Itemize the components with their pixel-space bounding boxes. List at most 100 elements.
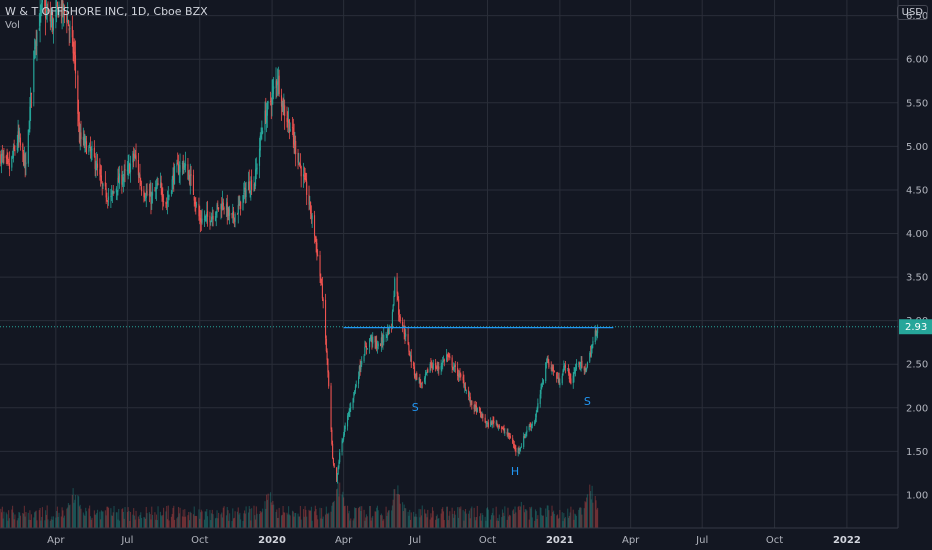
candle-body — [352, 398, 354, 408]
volume-bar — [177, 506, 180, 528]
volume-bar — [331, 505, 333, 528]
candle-body — [102, 183, 104, 186]
candle-body — [47, 9, 49, 11]
candle-body — [28, 129, 30, 132]
volume-bar — [517, 506, 519, 528]
candle-body — [509, 436, 511, 439]
volume-bar — [265, 508, 267, 528]
volume-bar — [578, 507, 581, 528]
volume-bar — [198, 509, 200, 528]
candle-body — [262, 130, 264, 134]
volume-bar — [580, 507, 582, 528]
volume-bar — [30, 514, 33, 528]
volume-bar — [451, 507, 453, 528]
candle-body — [337, 467, 339, 475]
pattern-annotation[interactable]: S — [584, 395, 591, 408]
candle-body — [57, 9, 59, 18]
candle-body — [188, 174, 191, 184]
candle-body — [148, 193, 150, 196]
volume-bar — [314, 505, 316, 528]
volume-bar — [47, 519, 49, 528]
volume-bar — [413, 511, 415, 528]
candle-body — [284, 105, 286, 116]
candle-body — [347, 413, 349, 416]
volume-bar — [413, 516, 415, 528]
candle-body — [531, 424, 533, 426]
volume-bar — [88, 508, 90, 528]
volume-bar — [73, 502, 75, 528]
volume-bar — [556, 514, 559, 528]
volume-bar — [134, 519, 136, 528]
candle-body — [245, 189, 247, 198]
pattern-annotation[interactable]: H — [511, 465, 519, 478]
volume-bar — [358, 506, 360, 528]
volume-bar — [553, 513, 555, 528]
volume-bar — [34, 512, 36, 528]
pattern-annotation[interactable]: S — [412, 401, 419, 414]
volume-bar — [421, 505, 423, 528]
currency-button[interactable]: USD — [896, 5, 928, 20]
volume-bar — [481, 513, 483, 528]
volume-bar — [135, 510, 137, 528]
candle-body — [569, 378, 571, 380]
candle-body — [291, 127, 294, 129]
candle-body — [155, 187, 158, 190]
candle-body — [7, 157, 9, 160]
candle-body — [508, 436, 511, 437]
volume-bar — [568, 515, 570, 528]
candle-body — [325, 338, 327, 352]
candle-body — [366, 348, 368, 349]
candle-body — [314, 236, 316, 238]
time-axis[interactable] — [0, 528, 932, 550]
volume-bar — [358, 508, 360, 528]
x-tick-label: Jul — [695, 535, 708, 546]
volume-bar — [209, 510, 211, 528]
volume-bar — [414, 516, 416, 528]
volume-bar — [328, 512, 330, 528]
price-axis[interactable] — [898, 0, 932, 550]
candle-body — [575, 363, 577, 370]
volume-bar — [30, 519, 32, 528]
volume-bar — [277, 517, 279, 528]
volume-bar — [430, 513, 432, 528]
candle-body — [85, 139, 87, 141]
volume-bar — [322, 516, 324, 528]
volume-bar — [210, 520, 212, 528]
volume-bar — [184, 509, 186, 528]
candle-body — [273, 86, 275, 89]
candle-body — [574, 369, 576, 372]
candle-body — [145, 192, 147, 198]
candle-body — [550, 367, 552, 369]
candle-body — [78, 122, 80, 143]
candle-body — [416, 373, 418, 380]
candle-body — [89, 144, 91, 147]
volume-bar — [118, 520, 121, 528]
volume-bar — [387, 512, 389, 528]
candle-body — [523, 436, 525, 447]
volume-bar — [44, 520, 46, 528]
volume-bar — [207, 516, 209, 528]
candle-body — [553, 370, 555, 371]
volume-bar — [360, 511, 362, 528]
candle-body — [19, 137, 21, 146]
candle-body — [277, 76, 279, 84]
volume-bar — [122, 511, 125, 528]
x-tick-label: Oct — [766, 535, 783, 546]
candle-body — [173, 173, 175, 183]
candle-body — [113, 191, 115, 193]
candle-body — [534, 418, 537, 422]
candle-body — [336, 467, 338, 482]
volume-bar — [177, 516, 179, 528]
volume-bar — [79, 504, 81, 528]
candle-body — [402, 321, 404, 328]
candle-body — [548, 362, 550, 368]
volume-bar — [90, 519, 92, 528]
volume-bar — [22, 513, 24, 528]
volume-bar — [221, 517, 224, 528]
volume-bar — [203, 519, 205, 528]
volume-bar — [327, 514, 329, 528]
volume-bar — [369, 506, 371, 528]
volume-bar — [273, 504, 275, 528]
candle-body — [253, 183, 255, 191]
